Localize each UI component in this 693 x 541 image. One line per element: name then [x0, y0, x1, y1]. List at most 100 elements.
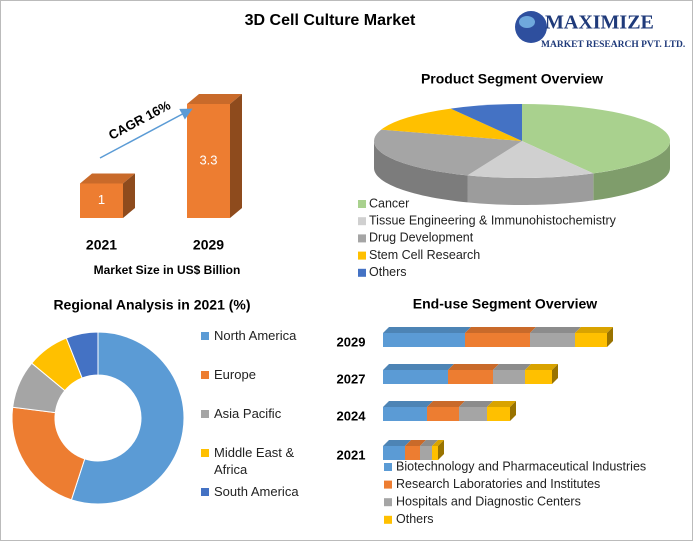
bar-segment	[575, 333, 607, 347]
chart-title: Regional Analysis in 2021 (%)	[53, 297, 250, 313]
bar-side	[607, 327, 613, 347]
bar-segment-top	[493, 364, 531, 370]
bar	[80, 183, 123, 218]
legend-swatch	[201, 332, 209, 340]
bar-segment	[459, 407, 487, 421]
annotation: CAGR 16%	[106, 97, 173, 142]
value-label: 1	[98, 192, 105, 207]
bar-side	[552, 364, 558, 384]
bar-segment-top	[575, 327, 613, 333]
bar-segment-top	[427, 401, 465, 407]
legend-label: North America	[214, 328, 297, 343]
pie-slice	[522, 104, 671, 174]
legend-label: Stem Cell Research	[369, 248, 480, 262]
bar-segment-top	[530, 327, 581, 333]
bar-segment	[420, 446, 432, 460]
legend-label: Biotechnology and Pharmaceutical Industr…	[396, 459, 646, 473]
legend-label: Middle East & Africa	[214, 445, 295, 477]
logo-tagline: MARKET RESEARCH PVT. LTD.	[541, 40, 685, 50]
legend-swatch	[384, 480, 392, 489]
bar-segment-top	[448, 364, 499, 370]
chart-title: Product Segment Overview	[421, 71, 603, 87]
legend-swatch	[201, 410, 209, 418]
legend-swatch	[201, 449, 209, 457]
value-label: 3.3	[199, 152, 217, 167]
bar-segment	[487, 407, 510, 421]
bar-segment	[383, 407, 427, 421]
bar-side	[123, 173, 135, 218]
bar-side	[230, 94, 242, 218]
bar-segment	[525, 370, 552, 384]
donut-slice	[65, 331, 99, 379]
x-tick-label: 2029	[193, 237, 224, 253]
legend-swatch	[384, 498, 392, 507]
legend-label: Research Laboratories and Institutes	[396, 477, 600, 491]
bar-segment-top	[405, 440, 426, 446]
bar-segment-top	[459, 401, 493, 407]
legend-label: Tissue Engineering & Immunohistochemistr…	[369, 213, 617, 227]
legend-swatch	[358, 251, 366, 260]
y-tick-label: 2021	[337, 447, 366, 462]
logo-globe-shine	[519, 16, 535, 28]
y-tick-label: 2024	[337, 408, 367, 423]
bar-segment-top	[383, 440, 411, 446]
bar-segment-top	[383, 327, 471, 333]
legend-swatch	[201, 488, 209, 496]
legend-label: Others	[396, 512, 434, 526]
legend-swatch	[358, 234, 366, 243]
page-title: 3D Cell Culture Market	[245, 12, 416, 29]
bar-segment-top	[383, 401, 433, 407]
legend-label: Others	[369, 265, 407, 279]
bar-segment-top	[525, 364, 558, 370]
donut-slice	[11, 406, 86, 501]
bar-side	[438, 440, 444, 460]
legend-swatch	[358, 217, 366, 226]
bar-segment-top	[383, 364, 454, 370]
bar-segment-top	[432, 440, 444, 446]
bar-side	[510, 401, 516, 421]
legend-swatch	[358, 268, 366, 277]
bar-segment	[383, 333, 465, 347]
bar-segment	[493, 370, 525, 384]
bar-segment-top	[487, 401, 516, 407]
legend-swatch	[384, 463, 392, 471]
legend-label: Drug Development	[369, 231, 474, 245]
pie-side	[467, 173, 594, 205]
bar-segment	[530, 333, 575, 347]
bar-top	[80, 173, 135, 184]
donut-slice	[70, 331, 185, 505]
pie-slice	[450, 104, 522, 141]
chart-title: End-use Segment Overview	[413, 296, 598, 312]
bar-segment	[383, 446, 405, 460]
legend-swatch	[358, 200, 366, 208]
pie-slice	[467, 141, 594, 179]
legend-swatch	[201, 371, 209, 379]
bar-segment	[405, 446, 420, 460]
x-axis-label: Market Size in US$ Billion	[94, 263, 241, 277]
y-tick-label: 2027	[337, 371, 366, 386]
bar	[187, 104, 230, 218]
bar-segment	[465, 333, 530, 347]
y-tick-label: 2029	[337, 334, 366, 349]
bar-segment	[427, 407, 459, 421]
logo-name: MAXIMIZE	[545, 12, 654, 34]
bar-segment-top	[465, 327, 536, 333]
legend-label: Europe	[214, 367, 256, 382]
pie-side	[593, 141, 670, 201]
pie-slice	[381, 108, 522, 141]
legend-swatch	[384, 515, 392, 524]
bar-segment	[448, 370, 493, 384]
cagr-arrow	[99, 108, 193, 159]
legend-label: Hospitals and Diagnostic Centers	[396, 494, 581, 508]
pie-slice	[373, 129, 522, 176]
bar-segment	[383, 370, 448, 384]
bar-top	[187, 94, 242, 104]
legend-label: South America	[214, 484, 299, 499]
pie-side	[374, 141, 468, 203]
x-tick-label: 2021	[86, 237, 117, 253]
legend-label: Asia Pacific	[214, 406, 282, 421]
legend-label: Cancer	[369, 196, 409, 210]
bar-segment	[432, 446, 438, 460]
